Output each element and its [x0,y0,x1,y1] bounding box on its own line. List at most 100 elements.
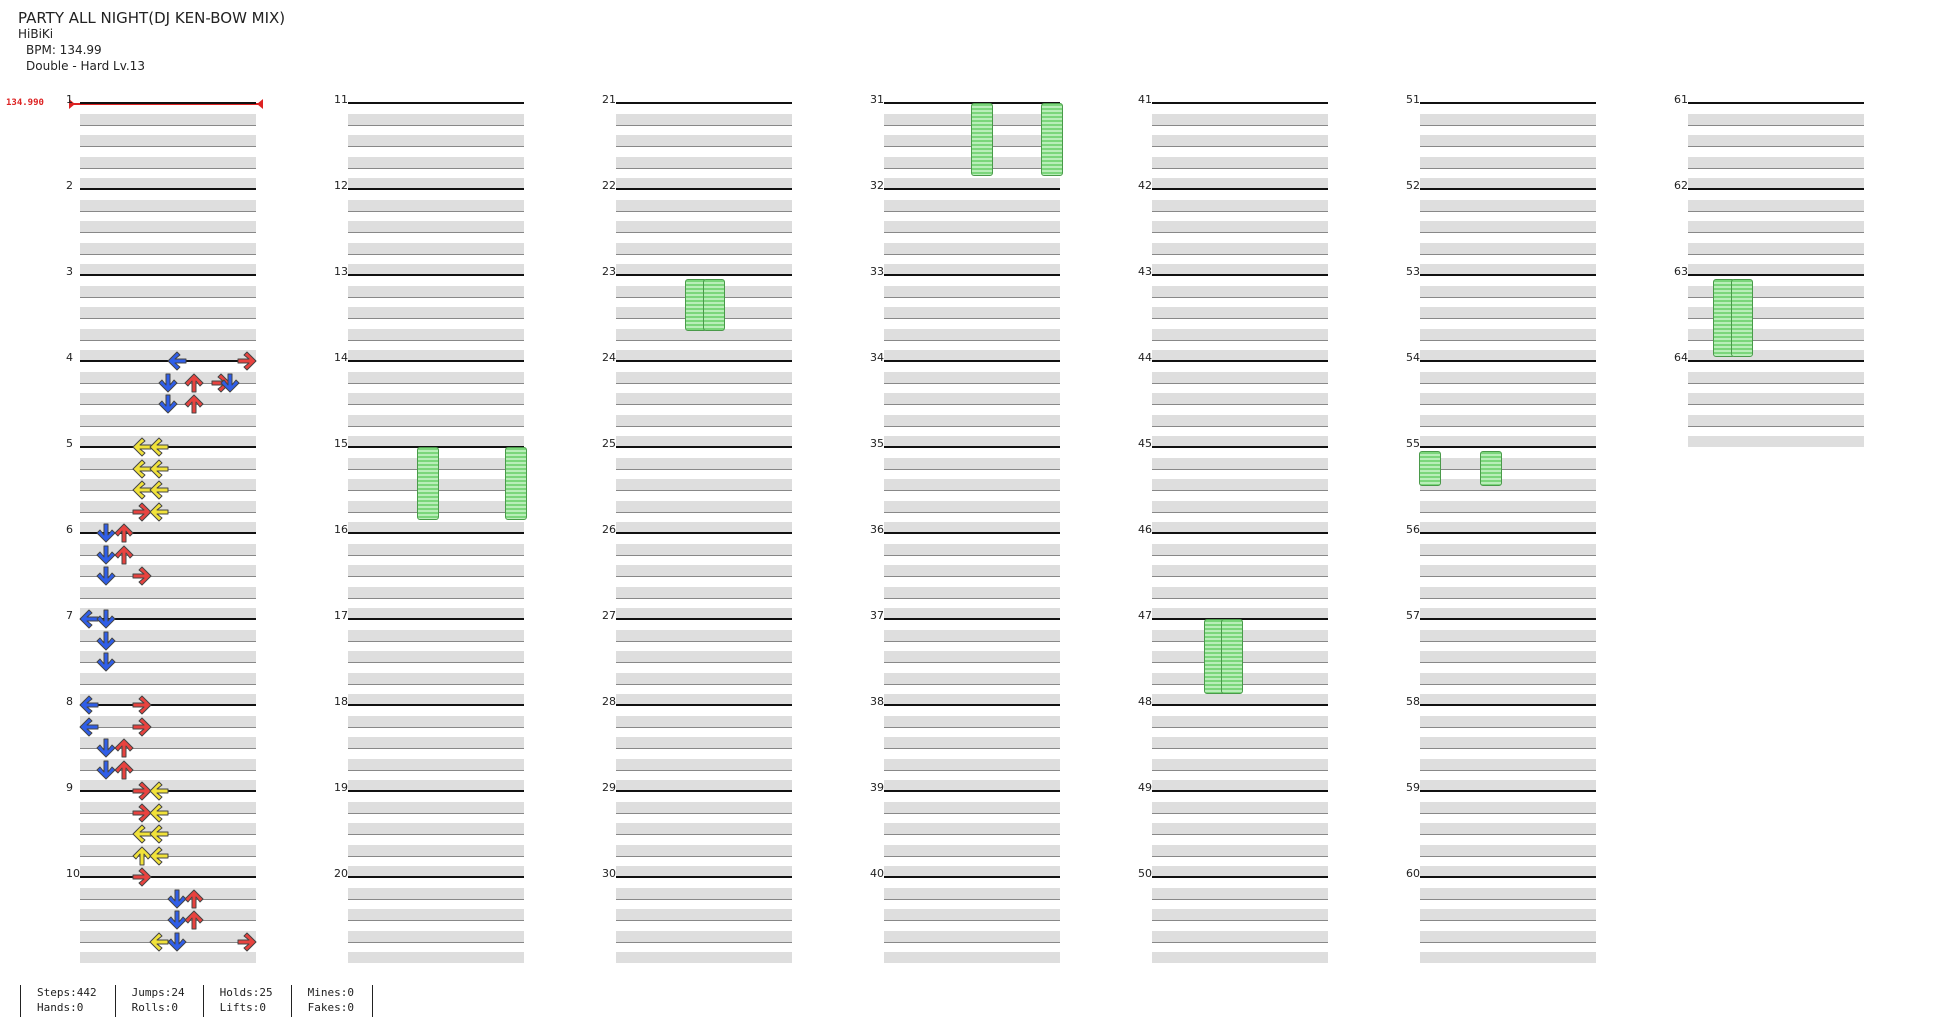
beat-line [884,296,1060,298]
beat-lane [1152,414,1328,426]
beat-line [348,640,524,642]
beat-line [80,748,256,749]
measure-barline [1420,360,1596,362]
beat-line [348,146,524,147]
beat-lane [616,930,792,942]
beat-lane [1420,866,1596,877]
measure-barline [348,790,524,792]
beat-lane [1420,952,1596,963]
beat-line [1688,167,1864,169]
beat-lane [80,844,256,856]
beat-line [884,382,1060,384]
beat-line [1152,855,1328,857]
arrow-down-icon [95,522,117,544]
beat-lane [1152,479,1328,490]
measure-number: 58 [1406,695,1420,708]
measure-barline [616,790,792,792]
beat-lane [1152,178,1328,189]
beat-line [348,425,524,427]
measure-barline [616,532,792,534]
arrow-left-icon [148,802,170,824]
beat-line [1152,769,1328,771]
freeze-arrow-hold [1041,103,1064,176]
stat-group-steps: Steps:442 Hands:0 [20,985,115,1017]
measure-number: 64 [1674,351,1688,364]
arrow-left-icon [148,780,170,802]
freeze-arrow-hold [1480,451,1503,486]
fakes-count: Fakes:0 [307,1001,354,1014]
measure-barline [616,188,792,190]
beat-lane [1420,479,1596,490]
arrow-up-icon [113,544,135,566]
beat-line [616,812,792,814]
beat-lane [348,113,524,125]
beat-line [1420,576,1596,577]
measure-number: 55 [1406,437,1420,450]
measure-barline [1152,532,1328,534]
beat-lane [1688,307,1864,318]
measure-barline [348,532,524,534]
measure-barline [80,532,256,534]
beat-lane [80,651,256,662]
chart-header: PARTY ALL NIGHT(DJ KEN-BOW MIX) HiBiKi B… [18,10,285,74]
beat-line [1420,425,1596,427]
beat-lane [80,608,256,619]
beat-line [348,941,524,943]
beat-lane [1420,264,1596,275]
measure-number: 45 [1138,437,1152,450]
beat-lane [616,780,792,791]
beat-line [1420,404,1596,405]
arrow-left-icon [148,479,170,501]
beat-line [80,210,256,212]
measure-barline [1152,446,1328,448]
beat-lane [884,629,1060,641]
beat-line [1688,382,1864,384]
beat-lane [80,694,256,705]
freeze-arrow-hold [1221,619,1244,695]
beat-lane [348,801,524,813]
beat-lane [1152,887,1328,899]
beat-lane [884,371,1060,383]
beat-line [616,232,792,233]
measure-number: 15 [334,437,348,450]
arrow-right-icon [131,802,153,824]
beat-lane [884,221,1060,232]
beat-line [1152,318,1328,319]
beat-line [1688,425,1864,427]
arrow-down-icon [95,737,117,759]
beat-lane [1688,242,1864,254]
measure-number: 50 [1138,867,1152,880]
beat-line [80,640,256,642]
measure-barline [80,102,256,104]
stat-group-mines: Mines:0 Fakes:0 [290,985,373,1017]
beat-line [884,855,1060,857]
beat-lane [1420,178,1596,189]
beat-lane [616,135,792,146]
beat-line [80,339,256,341]
measure-barline [1152,876,1328,878]
beat-lane [616,178,792,189]
beat-lane [80,457,256,469]
beat-lane [616,156,792,168]
measure-barline [1688,274,1864,276]
beat-line [348,898,524,900]
beat-line [884,576,1060,577]
beat-line [1420,834,1596,835]
beat-lane [80,156,256,168]
beat-line [1420,640,1596,642]
beat-lane [616,823,792,834]
beat-line [616,167,792,169]
measure-barline [348,274,524,276]
beat-lane [1420,629,1596,641]
beat-line [1152,296,1328,298]
beat-lane [80,930,256,942]
beat-lane [348,758,524,770]
beat-line [1152,167,1328,169]
beat-lane [348,930,524,942]
measure-number: 52 [1406,179,1420,192]
beat-line [80,124,256,126]
beat-lane [1420,113,1596,125]
beat-lane [80,135,256,146]
beat-line [616,253,792,255]
beat-lane [1152,780,1328,791]
